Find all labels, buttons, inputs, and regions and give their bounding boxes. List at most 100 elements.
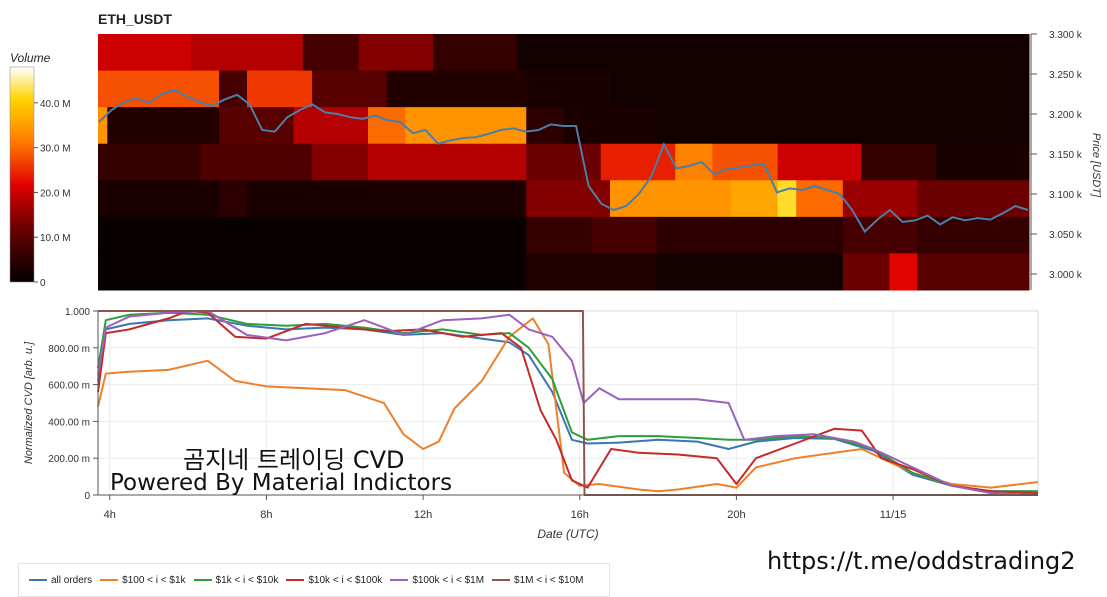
cvd-y-axis-label: Normalized CVD [arb. u.] — [23, 341, 35, 464]
legend-item[interactable]: $100k < i < $1M — [390, 575, 484, 586]
heatmap-cell — [302, 34, 360, 72]
heatmap-cell — [191, 34, 304, 72]
heatmap-cell — [219, 70, 248, 108]
heatmap-cell — [98, 107, 108, 145]
cvd-x-axis-label: Date (UTC) — [537, 527, 598, 541]
legend-item[interactable]: all orders — [29, 575, 92, 586]
heatmap-cell — [656, 216, 844, 254]
heatmap-cell — [246, 180, 527, 218]
heatmap-cell — [516, 34, 1030, 72]
legend: all orders $100 < i < $1k $1k < i < $10k $1… — [18, 563, 610, 597]
colorbar — [9, 66, 35, 283]
heatmap-cell — [526, 216, 592, 254]
heatmap-cell — [917, 216, 1030, 254]
legend-item[interactable]: $10k < i < $100k — [286, 575, 382, 586]
heatmap-cell — [712, 143, 779, 181]
heatmap-cell — [98, 253, 527, 291]
legend-swatch — [100, 579, 119, 581]
legend-item[interactable]: $100 < i < $1k — [100, 574, 186, 586]
heatmap-cell — [219, 107, 295, 145]
legend-label: $100k < i < $1M — [412, 574, 485, 586]
watermark-title: 곰지네 트레이딩 CVD — [183, 446, 405, 474]
heatmap-cell — [591, 216, 658, 254]
heatmap-cell — [731, 180, 779, 218]
heatmap-cell — [796, 180, 844, 218]
watermark-subtitle: Powered By Material Indictors — [110, 470, 453, 496]
legend-label: $1M < i < $10M — [514, 574, 584, 586]
cvd-x-tick-label: 12h — [414, 509, 432, 521]
heatmap-cell — [526, 253, 658, 291]
heatmap-cell — [98, 180, 220, 218]
cvd-y-tick-label: 400.00 m — [48, 417, 90, 428]
cvd-x-tick-label: 16h — [571, 509, 589, 521]
cvd-x-axis: 4h 8h 12h 16h 20h 11/15 — [98, 494, 1038, 521]
heatmap-cell — [358, 34, 434, 72]
heatmap-cell — [563, 107, 658, 145]
heatmap-cell — [777, 143, 862, 181]
heatmap-cell — [312, 70, 388, 108]
price-tick-label: 3.050 k — [1049, 230, 1083, 241]
price-tick-label: 3.250 k — [1049, 70, 1083, 81]
heatmap-cell — [610, 70, 1030, 108]
price-line — [98, 88, 1029, 234]
cvd-series-line — [97, 310, 1039, 496]
legend-label: $10k < i < $100k — [308, 574, 383, 586]
price-tick-label: 3.000 k — [1049, 270, 1083, 281]
cvd-series-line — [97, 317, 1039, 493]
heatmap-cell — [246, 70, 313, 108]
heatmap-cell — [526, 180, 611, 218]
legend-swatch — [193, 579, 212, 581]
colorbar-tick-label: 40.0 M — [40, 99, 71, 110]
heatmap-cell — [889, 253, 918, 291]
heatmap-cell — [842, 180, 918, 218]
colorbar-ticks: 40.0 M 30.0 M 20.0 M 10.0 M 0 — [34, 99, 71, 289]
heatmap-cell — [917, 180, 1030, 218]
heatmap-cell — [98, 143, 201, 181]
heatmap-cell — [386, 70, 527, 108]
price-axis-label: Price [USDT] — [1090, 133, 1102, 198]
heatmap-cell — [861, 143, 937, 181]
heatmap-cell — [935, 143, 1030, 181]
chart-title: ETH_USDT — [98, 11, 172, 27]
cvd-y-axis: 1.000 800.00 m 600.00 m 400.00 m 200.00 m 0 — [48, 307, 99, 502]
legend-label: all orders — [51, 574, 93, 586]
cvd-series-line — [97, 317, 1038, 493]
cvd-y-tick-label: 1.000 — [65, 307, 90, 318]
colorbar-tick-label: 30.0 M — [40, 144, 71, 155]
colorbar-tick-label: 10.0 M — [40, 233, 71, 244]
channel-link[interactable]: https://t.me/oddstrading2 — [767, 547, 1076, 575]
heatmap-cell — [367, 107, 406, 145]
legend-swatch — [390, 579, 409, 581]
cvd-y-tick-label: 800.00 m — [48, 344, 90, 355]
heatmap-cell — [675, 143, 713, 181]
heatmap-cell — [526, 70, 611, 108]
colorbar-tick-label: 0 — [40, 278, 46, 289]
heatmap-cell — [656, 107, 1030, 145]
cvd-x-tick-label: 11/15 — [880, 509, 907, 521]
heatmap-cell — [842, 216, 918, 254]
legend-label: $1k < i < $10k — [215, 574, 279, 586]
heatmap-cell — [777, 180, 797, 218]
heatmap-cell — [433, 34, 518, 72]
legend-item[interactable]: $1M < i < $10M — [492, 574, 584, 586]
price-tick-label: 3.300 k — [1049, 30, 1083, 41]
price-tick-label: 3.150 k — [1049, 150, 1083, 161]
heatmap-cell — [107, 107, 220, 145]
cvd-x-tick-label: 20h — [727, 509, 745, 521]
cvd-y-tick-label: 600.00 m — [48, 381, 90, 392]
legend-label: $100 < i < $1k — [122, 574, 186, 586]
heatmap-cell — [367, 143, 527, 181]
heatmap-cell — [656, 253, 844, 291]
cvd-series-line — [97, 310, 1039, 495]
legend-item[interactable]: $1k < i < $10k — [193, 574, 279, 586]
heatmap-cell — [917, 253, 1030, 291]
cvd-x-tick-label: 4h — [104, 509, 116, 521]
heatmap-cell — [200, 143, 313, 181]
heatmap-cell — [98, 34, 192, 72]
cvd-y-tick-label: 200.00 m — [48, 454, 90, 465]
heatmap-cell — [219, 180, 248, 218]
colorbar-tick-label: 20.0 M — [40, 188, 71, 199]
price-tick-label: 3.200 k — [1049, 110, 1083, 121]
colorbar-title: Volume — [10, 51, 51, 65]
